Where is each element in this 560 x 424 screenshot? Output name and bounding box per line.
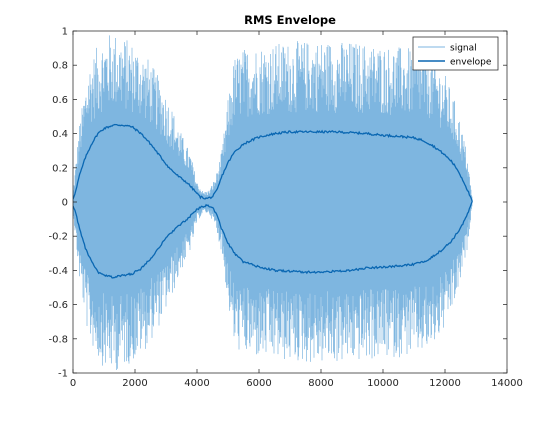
y-tick-label: 0.6 <box>52 95 68 106</box>
y-tick-label: -0.4 <box>48 266 68 277</box>
y-tick-label: 0.4 <box>52 129 68 140</box>
envelope-lower-line <box>73 201 473 279</box>
signal-line <box>73 35 473 370</box>
x-tick-label: 12000 <box>429 378 461 389</box>
y-tick-label: 0 <box>62 198 68 209</box>
y-tick-label: -0.2 <box>48 232 68 243</box>
y-tick-label: -1 <box>58 369 68 380</box>
legend: signal envelope <box>412 36 499 71</box>
signal-layer <box>73 35 473 370</box>
y-axis-ticks: -1 -0.8 -0.6 -0.4 -0.2 0 0.2 0.4 0.6 0.8 1 <box>48 27 507 380</box>
legend-label-signal: signal <box>450 44 477 54</box>
y-tick-label: -0.6 <box>48 300 68 311</box>
envelope-upper-line <box>73 123 473 202</box>
x-tick-label: 0 <box>70 378 76 389</box>
y-tick-label: -0.8 <box>48 334 68 345</box>
x-tick-label: 6000 <box>246 378 271 389</box>
x-tick-label: 14000 <box>491 378 523 389</box>
x-axis-ticks: 0 2000 4000 6000 8000 10000 12000 14000 <box>70 31 523 389</box>
y-tick-label: 0.8 <box>52 61 68 72</box>
y-tick-label: 0.2 <box>52 163 68 174</box>
y-tick-label: 1 <box>62 27 68 38</box>
legend-box <box>412 36 499 71</box>
chart-title: RMS Envelope <box>244 13 336 27</box>
x-tick-label: 10000 <box>367 378 399 389</box>
envelope-layer <box>73 123 473 279</box>
x-tick-label: 2000 <box>122 378 147 389</box>
x-tick-label: 4000 <box>184 378 209 389</box>
legend-label-envelope: envelope <box>450 58 492 68</box>
x-tick-label: 8000 <box>308 378 333 389</box>
